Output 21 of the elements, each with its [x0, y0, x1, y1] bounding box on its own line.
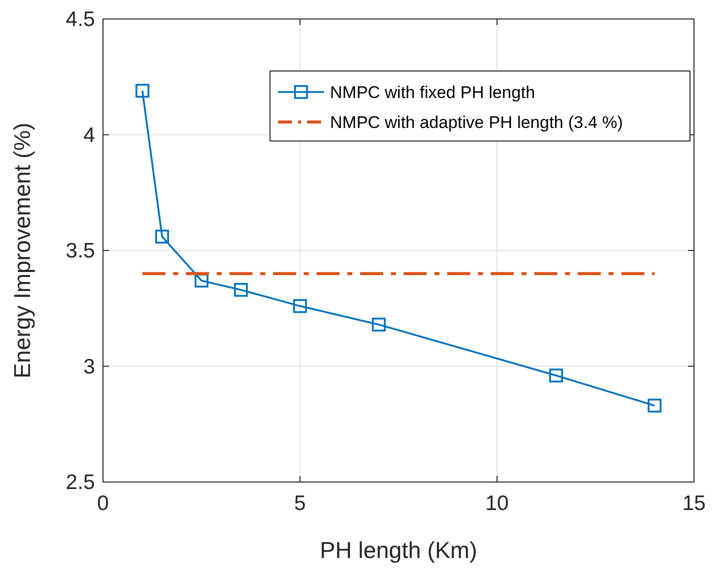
point [194, 274, 208, 288]
x-tick-label: 0 [97, 492, 109, 515]
point [648, 398, 662, 413]
point [136, 84, 150, 98]
point [234, 282, 248, 297]
point [155, 230, 169, 244]
y-tick-label: 4.5 [66, 8, 95, 31]
point [549, 368, 563, 382]
y-tick-label: 2.5 [66, 471, 95, 494]
point [372, 318, 386, 332]
legend-label: NMPC with adaptive PH length (3.4 %) [330, 113, 623, 132]
x-tick-label: 15 [682, 492, 706, 515]
x-tick-label: 10 [485, 492, 509, 515]
x-tick-label: 5 [294, 492, 306, 515]
y-tick-label: 4 [83, 124, 96, 147]
legend-label: NMPC with fixed PH length [330, 83, 536, 102]
point [293, 299, 307, 313]
y-axis-title: Energy Improvement (%) [9, 122, 35, 378]
x-axis-title: PH length (Km) [320, 537, 478, 563]
y-tick-label: 3.5 [66, 240, 95, 262]
y-tick-label: 3 [83, 355, 95, 378]
